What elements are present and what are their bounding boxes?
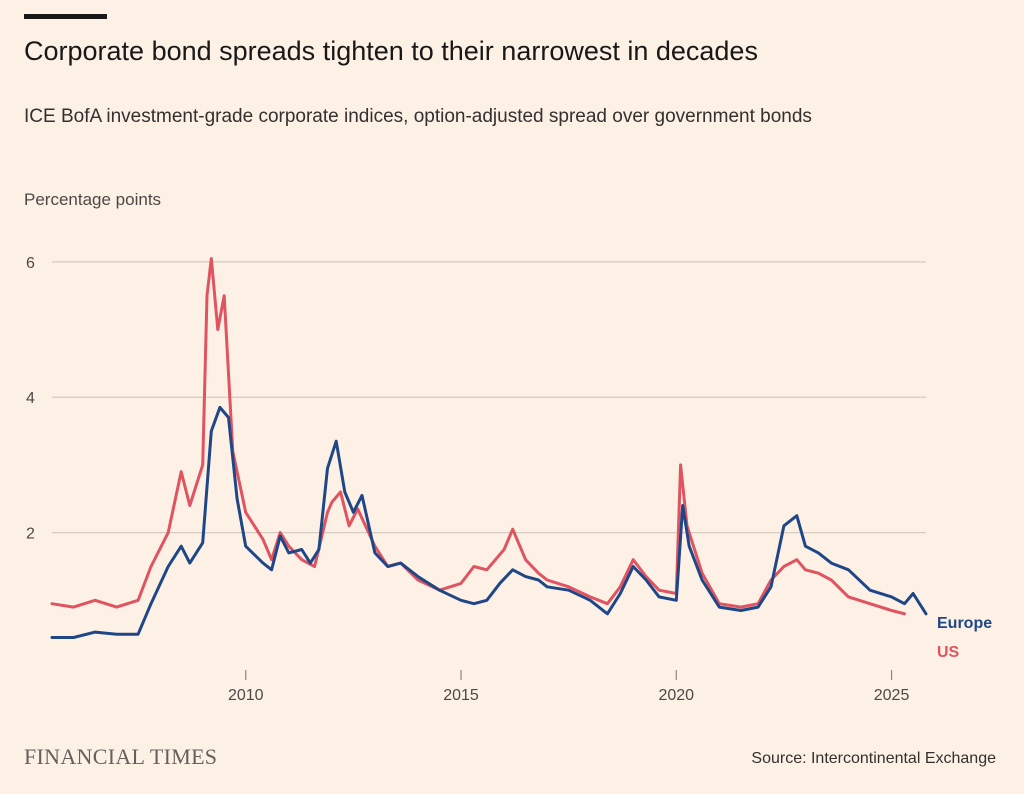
x-tick-label: 2020 — [658, 687, 694, 704]
y-tick-label: 4 — [26, 390, 35, 407]
series-line-europe — [50, 405, 928, 639]
chart-title: Corporate bond spreads tighten to their … — [24, 36, 758, 66]
series-line-us — [50, 257, 906, 616]
y-axis-unit-label: Percentage points — [24, 190, 162, 209]
x-tick-label: 2015 — [443, 687, 479, 704]
chart-subtitle: ICE BofA investment-grade corporate indi… — [24, 106, 812, 127]
y-tick-label: 6 — [26, 255, 35, 272]
series-label-europe: Europe — [937, 615, 992, 632]
y-tick-label: 2 — [26, 526, 35, 543]
top-accent-bar — [24, 14, 107, 19]
source-note: Source: Intercontinental Exchange — [751, 750, 996, 767]
brand-logo: FINANCIAL TIMES — [24, 744, 218, 769]
series-label-us: US — [937, 644, 960, 661]
x-tick-label: 2010 — [228, 687, 264, 704]
x-tick-label: 2025 — [874, 687, 910, 704]
